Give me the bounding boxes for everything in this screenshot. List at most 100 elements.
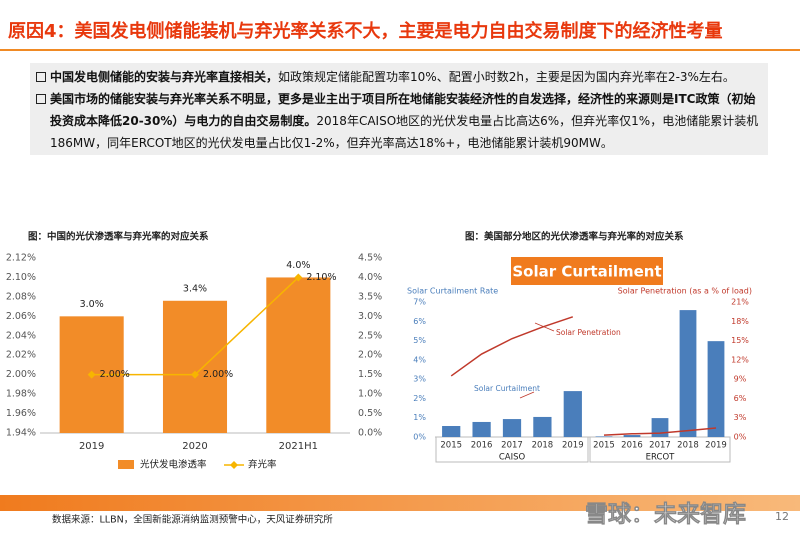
legend-label: 弃光率 <box>248 459 277 471</box>
bullet-text: 美国市场的储能安装与弃光率关系不明显，更多是业主出于项目所在地储能安装经济性的自… <box>50 92 756 128</box>
y2-tick-label: 3.0% <box>358 311 382 322</box>
data-label: 3.4% <box>183 283 207 294</box>
bar <box>472 421 491 437</box>
data-label: 2.00% <box>100 369 130 380</box>
bar <box>651 418 669 437</box>
data-label: 3.0% <box>80 299 104 310</box>
bullet-text: 中国发电侧储能的安装与弃光率直接相关， <box>50 70 279 84</box>
bar <box>533 416 552 437</box>
y2-tick-label: 9% <box>734 375 747 384</box>
y-tick-label: 5% <box>413 336 426 345</box>
y2-tick-label: 6% <box>734 394 747 403</box>
caption: 图：美国部分地区的光伏渗透率与弃光率的对应关系 <box>465 231 684 243</box>
bullet: 中国发电侧储能的安装与弃光率直接相关，如政策规定储能配置功率10%、配置小时数2… <box>36 66 762 88</box>
y2-tick-label: 1.0% <box>358 389 382 400</box>
annotation-leader <box>534 322 555 332</box>
bar <box>707 341 725 437</box>
y-tick-label: 1.98% <box>6 389 36 400</box>
y-tick-label: 6% <box>413 317 426 326</box>
line-marker <box>294 273 303 282</box>
x-tick-label: 2018 <box>677 441 699 451</box>
x-tick-label: 2017 <box>649 441 671 451</box>
x-tick-label: 2019 <box>79 441 104 452</box>
y2-tick-label: 1.5% <box>358 369 382 380</box>
y-tick-label: 2.00% <box>6 369 36 380</box>
x-tick-label: 2015 <box>593 441 615 451</box>
chart-title: Solar Curtailment <box>512 263 661 281</box>
y2-tick-label: 4.0% <box>358 272 382 283</box>
y-tick-label: 4% <box>413 355 426 364</box>
x-tick-label: 2016 <box>621 441 643 451</box>
y-axis-label: Solar Curtailment Rate <box>407 287 498 296</box>
legend-label: 光伏发电渗透率 <box>140 459 207 471</box>
bullet: 美国市场的储能安装与弃光率关系不明显，更多是业主出于项目所在地储能安装经济性的自… <box>36 88 762 154</box>
bar <box>502 419 522 437</box>
y2-tick-label: 2.0% <box>358 350 382 361</box>
panel-label: ERCOT <box>646 453 675 463</box>
y-tick-label: 1.94% <box>6 428 36 439</box>
footer-band <box>0 495 800 511</box>
source: 数据来源：LLBN，全国新能源消纳监测预警中心，天风证券研究所 <box>52 514 333 526</box>
y2-tick-label: 15% <box>731 336 749 345</box>
y2-tick-label: 21% <box>731 298 749 307</box>
y-tick-label: 0% <box>413 433 426 442</box>
y-tick-label: 2.06% <box>6 311 36 322</box>
bar <box>162 300 228 433</box>
y-tick-label: 2.04% <box>6 330 36 341</box>
y2-tick-label: 0.0% <box>358 428 382 439</box>
y-tick-label: 1.96% <box>6 408 36 419</box>
data-label: 2.10% <box>306 272 336 283</box>
panel-label: CAISO <box>499 453 526 463</box>
legend-swatch <box>230 461 238 469</box>
annotation-leader <box>519 391 535 399</box>
y-tick-label: 2% <box>413 394 426 403</box>
x-tick-label: 2015 <box>440 441 462 451</box>
watermark: 雪球：未来智库 <box>585 501 746 528</box>
x-tick-label: 2019 <box>562 441 584 451</box>
slide-title: 原因4：美国发电侧储能装机与弃光率关系不大，主要是电力自由交易制度下的经济性考量 <box>8 20 723 42</box>
bar <box>266 277 331 433</box>
x-tick-label: 2016 <box>471 441 493 451</box>
bullet-box: 中国发电侧储能的安装与弃光率直接相关，如政策规定储能配置功率10%、配置小时数2… <box>30 63 768 155</box>
x-tick-label: 2017 <box>501 441 523 451</box>
caption: 图：中国的光伏渗透率与弃光率的对应关系 <box>28 231 209 243</box>
y-tick-label: 1% <box>413 413 426 422</box>
bullet-text: 如政策规定储能配置功率10%、配置小时数2h，主要是因为国内弃光率在2-3%左右… <box>278 70 735 84</box>
line-marker <box>87 370 96 379</box>
y-tick-label: 2.10% <box>6 272 36 283</box>
y-tick-label: 2.08% <box>6 291 36 302</box>
y2-tick-label: 0.5% <box>358 408 382 419</box>
line-marker <box>191 370 199 379</box>
y2-tick-label: 18% <box>731 317 749 326</box>
y2-tick-label: 12% <box>731 355 749 364</box>
x-tick-label: 2021H1 <box>279 441 318 452</box>
page-number: 12 <box>775 510 789 523</box>
data-label: 2.00% <box>203 369 233 380</box>
y2-axis-label: Solar Penetration (as a % of load) <box>618 287 752 296</box>
bullet-text: 2018年CAISO地区的光伏发电量占比高达6%，但弃光率仅1%，电池储能累计装… <box>50 114 759 150</box>
data-label: 4.0% <box>286 260 310 271</box>
y-tick-label: 7% <box>413 298 426 307</box>
title-box <box>511 257 663 285</box>
annotation: Solar Curtailment <box>474 384 540 393</box>
legend-swatch <box>118 460 134 469</box>
y2-tick-label: 3.5% <box>358 291 382 302</box>
x-tick-label: 2019 <box>705 441 727 451</box>
y2-tick-label: 3% <box>734 413 747 422</box>
y-tick-label: 2.02% <box>6 350 36 361</box>
y-tick-label: 2.12% <box>6 253 36 264</box>
y-tick-label: 3% <box>413 375 426 384</box>
bar <box>595 436 613 437</box>
line <box>450 316 574 377</box>
line <box>603 427 717 436</box>
y2-tick-label: 4.5% <box>358 253 382 264</box>
bar <box>679 310 697 437</box>
x-tick-label: 2020 <box>182 441 207 452</box>
bar <box>563 391 582 437</box>
bar <box>623 435 641 437</box>
y2-tick-label: 0% <box>734 433 747 442</box>
y2-tick-label: 2.5% <box>358 330 382 341</box>
bar <box>442 426 461 437</box>
